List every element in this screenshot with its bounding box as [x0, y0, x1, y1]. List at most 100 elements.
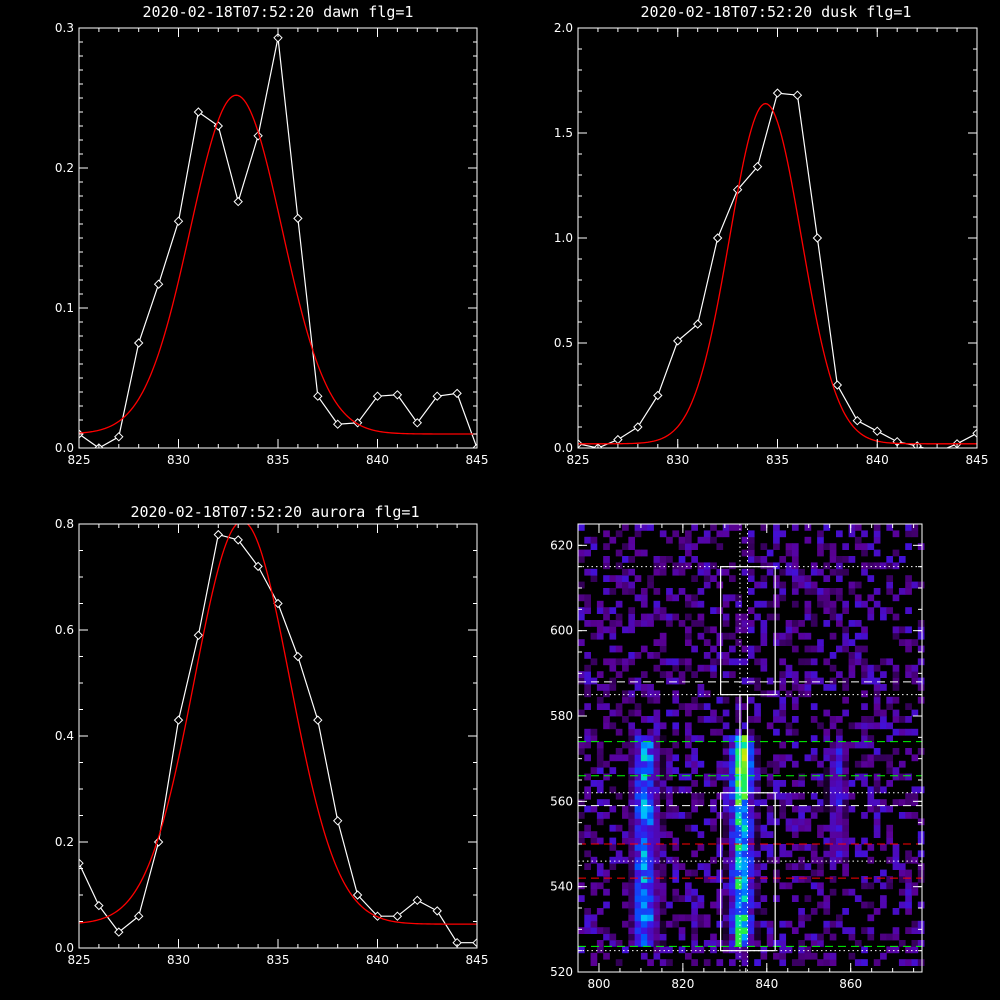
heatmap-cell: [791, 524, 799, 531]
heatmap-cell: [823, 594, 831, 602]
image-x-tick-label: 820: [671, 977, 694, 991]
heatmap-cell: [647, 620, 654, 627]
heatmap-cell: [615, 754, 623, 762]
heatmap-cell: [836, 735, 843, 742]
heatmap-cell: [886, 760, 894, 768]
heatmap-cell: [880, 901, 887, 909]
heatmap-cell: [861, 959, 868, 966]
heatmap-cell: [873, 530, 881, 538]
heatmap-cell: [703, 914, 711, 922]
heatmap-cell: [791, 684, 799, 691]
heatmap-cell: [729, 863, 736, 870]
heatmap-cell: [672, 709, 680, 717]
heatmap-cell: [672, 888, 680, 896]
heatmap-cell: [590, 575, 598, 582]
heatmap-cell: [892, 728, 900, 736]
heatmap-cell: [905, 626, 912, 634]
heatmap-cell: [798, 575, 805, 582]
heatmap-cell: [911, 946, 919, 954]
heatmap-cell: [760, 626, 768, 634]
heatmap-cell: [640, 588, 648, 595]
heatmap-cell: [697, 946, 705, 954]
heatmap-cell: [829, 664, 837, 672]
heatmap-cell: [836, 818, 843, 826]
heatmap-cell: [596, 869, 604, 877]
heatmap-cell: [741, 748, 749, 755]
heatmap-cell: [666, 901, 673, 909]
heatmap-cell: [722, 568, 730, 576]
heatmap-cell: [905, 882, 912, 890]
heatmap-cell: [898, 863, 906, 870]
heatmap-cell: [798, 620, 805, 627]
heatmap-cell: [640, 620, 648, 627]
heatmap-cell: [722, 792, 730, 800]
heatmap-cell: [842, 799, 849, 806]
heatmap-cell: [603, 876, 610, 883]
heatmap-cell: [854, 940, 862, 947]
heatmap-cell: [634, 767, 642, 774]
heatmap-cell: [640, 773, 648, 781]
heatmap-cell: [653, 940, 661, 947]
heatmap-cell: [785, 671, 793, 678]
heatmap-cell: [596, 908, 604, 915]
heatmap-cell: [817, 805, 824, 813]
heatmap-cell: [678, 895, 686, 902]
heatmap-cell: [823, 792, 831, 800]
heatmap-cell: [766, 933, 774, 941]
heatmap-cell: [810, 735, 818, 742]
heatmap-cell: [880, 613, 887, 621]
heatmap-cell: [766, 677, 774, 685]
heatmap-cell: [684, 709, 692, 717]
heatmap-cell: [729, 671, 736, 678]
heatmap-cell: [603, 760, 610, 768]
heatmap-cell: [905, 901, 912, 909]
heatmap-cell: [829, 613, 837, 621]
heatmap-cell: [779, 741, 787, 749]
heatmap-cell: [836, 562, 843, 570]
heatmap-cell: [741, 901, 749, 909]
heatmap-cell: [741, 888, 749, 896]
heatmap-cell: [735, 914, 743, 922]
heatmap-cell: [666, 556, 673, 563]
heatmap-cell: [640, 876, 648, 883]
heatmap-cell: [823, 754, 831, 762]
heatmap-cell: [779, 812, 787, 819]
heatmap-cell: [647, 780, 654, 787]
dawn-y-tick-label: 0.2: [55, 161, 74, 175]
heatmap-cell: [773, 786, 780, 794]
heatmap-cell: [703, 818, 711, 826]
heatmap-cell: [672, 844, 680, 851]
heatmap-cell: [735, 600, 743, 608]
heatmap-cell: [905, 799, 912, 806]
heatmap-cell: [766, 549, 774, 557]
heatmap-cell: [729, 940, 736, 947]
heatmap-cell: [867, 594, 875, 602]
heatmap-cell: [640, 940, 648, 947]
heatmap-cell: [722, 818, 730, 826]
heatmap-cell: [779, 632, 787, 640]
heatmap-cell: [729, 908, 736, 915]
heatmap-cell: [722, 524, 730, 531]
dusk-panel: 2020-02-18T07:52:20 dusk flg=1 825 830 835…: [554, 3, 989, 467]
heatmap-cell: [791, 844, 799, 851]
heatmap-cell: [684, 773, 692, 781]
heatmap-cell: [609, 933, 617, 941]
heatmap-cell: [584, 677, 591, 685]
heatmap-cell: [722, 594, 730, 602]
heatmap-cell: [842, 677, 849, 685]
heatmap-cell: [634, 549, 642, 557]
heatmap-cell: [716, 716, 724, 723]
heatmap-cell: [647, 844, 654, 851]
heatmap-cell: [710, 805, 717, 813]
heatmap-cell: [672, 895, 680, 902]
heatmap-cell: [722, 696, 730, 704]
heatmap-cell: [710, 626, 717, 634]
heatmap-cell: [779, 920, 787, 928]
heatmap-cell: [760, 920, 768, 928]
heatmap-cell: [842, 760, 849, 768]
heatmap-cell: [722, 620, 730, 627]
heatmap-cell: [659, 792, 667, 800]
heatmap-cell: [810, 677, 818, 685]
heatmap-cell: [672, 696, 680, 704]
heatmap-cell: [653, 831, 661, 838]
